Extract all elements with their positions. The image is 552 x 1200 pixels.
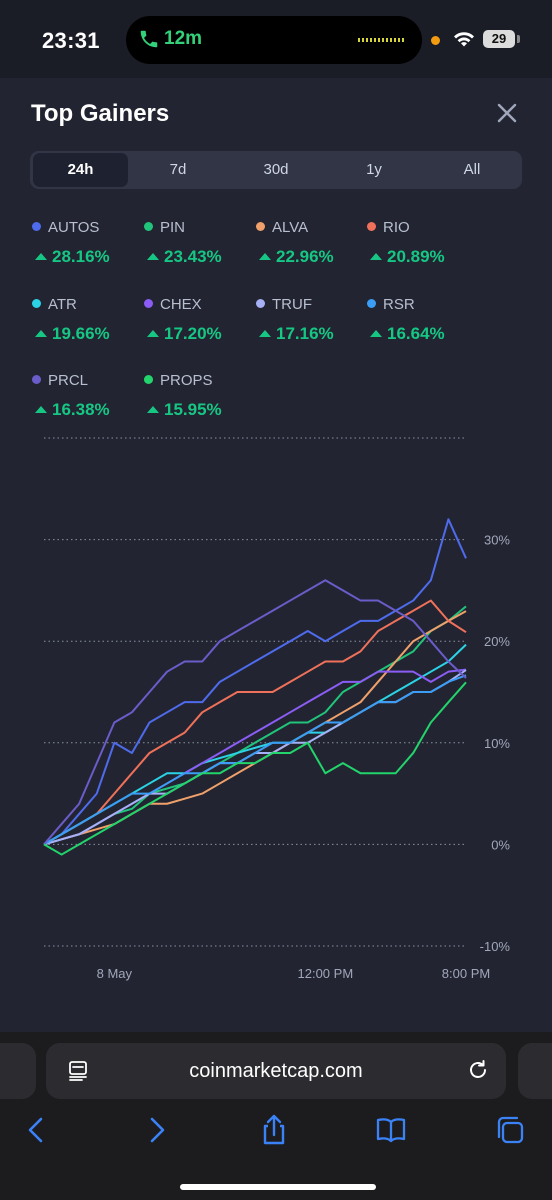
y-tick-label: 10% <box>484 736 510 751</box>
legend-dot <box>256 299 265 308</box>
bookmarks-icon[interactable] <box>374 1113 408 1147</box>
share-icon[interactable] <box>257 1113 291 1147</box>
caret-up-icon <box>147 253 159 260</box>
status-time: 23:31 <box>42 28 100 53</box>
y-tick-label: -10% <box>480 939 511 954</box>
tab-all[interactable]: All <box>463 161 481 178</box>
tab-1y[interactable]: 1y <box>366 161 382 178</box>
call-timer: 12m <box>164 28 203 49</box>
legend-dot <box>32 375 41 384</box>
legend-change: 19.66% <box>52 324 110 343</box>
series-line-rsr <box>43 674 467 846</box>
series-line-alva <box>43 610 467 846</box>
legend-dot <box>32 222 41 231</box>
x-tick-label: 8:00 PM <box>442 966 490 981</box>
legend-name: AUTOS <box>48 219 100 236</box>
panel-title: Top Gainers <box>31 100 170 127</box>
phone-icon <box>140 30 158 48</box>
url-text: coinmarketcap.com <box>189 1060 363 1082</box>
caret-up-icon <box>35 253 47 260</box>
legend-change: 17.20% <box>164 324 222 343</box>
dynamic-island[interactable]: 12m <box>126 16 422 64</box>
mic-indicator-icon <box>431 36 440 45</box>
caret-up-icon <box>370 253 382 260</box>
x-tick-label: 8 May <box>97 966 133 981</box>
caret-up-icon <box>259 253 271 260</box>
next-tab-preview[interactable] <box>518 1043 552 1099</box>
y-tick-label: 30% <box>484 533 510 548</box>
battery-nub <box>517 35 520 43</box>
legend-dot <box>367 222 376 231</box>
series-line-prcl <box>43 579 467 846</box>
y-tick-label: 20% <box>484 634 510 649</box>
legend-dot <box>367 299 376 308</box>
caret-up-icon <box>35 330 47 337</box>
legend-change: 17.16% <box>276 324 334 343</box>
battery-icon: 29 <box>483 30 515 48</box>
previous-tab-preview[interactable] <box>0 1043 36 1099</box>
legend-name: CHEX <box>160 296 202 313</box>
legend-name: RSR <box>383 296 415 313</box>
legend-name: PRCL <box>48 372 89 389</box>
legend-dot <box>256 222 265 231</box>
tab-7d[interactable]: 7d <box>169 161 187 178</box>
legend-dot <box>144 299 153 308</box>
audio-wave-icon <box>358 38 406 42</box>
legend-change: 22.96% <box>276 247 334 266</box>
series-line-rio <box>43 599 467 846</box>
series-line-atr <box>43 643 467 846</box>
legend-name: PROPS <box>160 372 213 389</box>
legend-change: 20.89% <box>387 247 445 266</box>
tab-24h[interactable]: 24h <box>33 153 128 187</box>
legend-change: 16.64% <box>387 324 445 343</box>
forward-icon[interactable] <box>139 1113 173 1147</box>
close-icon[interactable] <box>494 100 520 126</box>
back-icon[interactable] <box>20 1113 54 1147</box>
wifi-icon <box>454 32 474 47</box>
series-line-autos <box>43 518 467 846</box>
caret-up-icon <box>259 330 271 337</box>
home-indicator <box>180 1184 376 1190</box>
reload-icon[interactable] <box>466 1058 490 1082</box>
reader-mode-icon[interactable] <box>66 1059 90 1083</box>
legend-name: RIO <box>383 219 410 236</box>
legend-change: 15.95% <box>164 400 222 419</box>
legend-change: 16.38% <box>52 400 110 419</box>
series-line-truf <box>43 669 467 846</box>
legend-name: ATR <box>48 296 77 313</box>
legend-dot <box>32 299 41 308</box>
address-bar[interactable]: coinmarketcap.com <box>46 1043 506 1099</box>
legend-dot <box>144 375 153 384</box>
legend-name: PIN <box>160 219 186 236</box>
caret-up-icon <box>370 330 382 337</box>
tabs-icon[interactable] <box>493 1113 527 1147</box>
legend-change: 23.43% <box>164 247 222 266</box>
caret-up-icon <box>147 406 159 413</box>
y-tick-label: 0% <box>491 837 510 852</box>
legend-dot <box>144 222 153 231</box>
legend-name: ALVA <box>272 219 309 236</box>
x-tick-label: 12:00 PM <box>298 966 354 981</box>
legend-name: TRUF <box>272 296 312 313</box>
legend-change: 28.16% <box>52 247 110 266</box>
timeframe-tabs: 24h 7d 30d 1y All <box>30 151 522 189</box>
caret-up-icon <box>35 406 47 413</box>
status-bar: 23:31 12m 29 <box>0 0 552 78</box>
series-line-props <box>43 681 467 856</box>
gainers-chart: 30% 20% 10% 0% -10% 8 May 12:00 PM 8:00 PM <box>43 437 511 981</box>
tab-30d[interactable]: 30d <box>263 161 289 178</box>
caret-up-icon <box>147 330 159 337</box>
